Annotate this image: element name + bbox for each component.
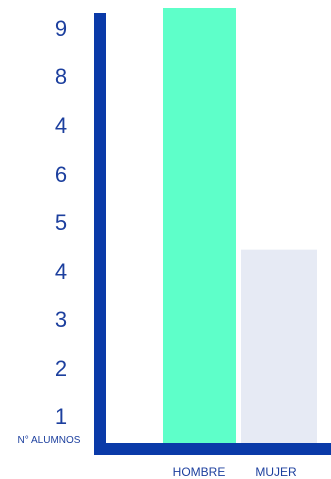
y-tick-labels: 9 8 4 6 5 4 3 2 1 — [55, 16, 67, 429]
y-tick-label: 3 — [55, 307, 67, 332]
bar-mujer — [241, 249, 317, 443]
x-category-labels: HOMBRE MUJER — [173, 465, 297, 479]
y-axis-line — [94, 13, 106, 455]
x-category-label-mujer: MUJER — [255, 465, 297, 479]
bar-hombre — [163, 8, 236, 443]
x-axis-line — [94, 443, 331, 455]
y-tick-label: 9 — [55, 16, 67, 41]
y-tick-label: 4 — [55, 259, 67, 284]
axes-layer — [94, 13, 331, 455]
bars-layer — [163, 8, 317, 443]
y-axis-label: N° ALUMNOS — [18, 435, 81, 446]
y-tick-label: 2 — [55, 356, 67, 381]
y-tick-label: 4 — [55, 113, 67, 138]
y-tick-label: 6 — [55, 162, 67, 187]
y-tick-label: 8 — [55, 64, 67, 89]
y-tick-label: 5 — [55, 210, 67, 235]
y-tick-label: 1 — [55, 404, 67, 429]
x-category-label-hombre: HOMBRE — [173, 465, 226, 479]
